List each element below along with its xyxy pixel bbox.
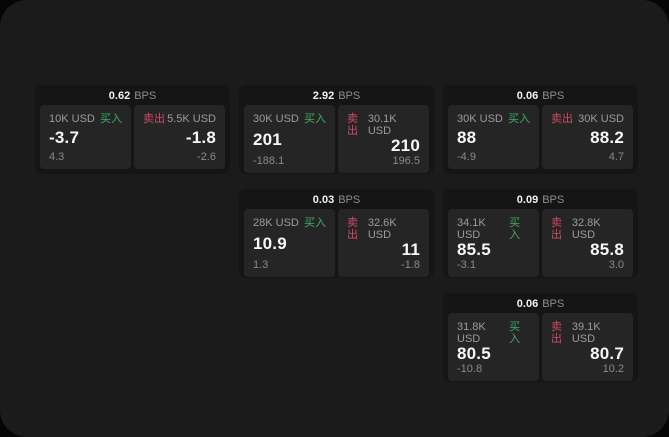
buy-panel[interactable]: 28K USD 买入 10.9 1.3 [244, 209, 335, 277]
buy-delta: 4.3 [49, 151, 65, 163]
buy-amount: 10K USD [49, 113, 95, 125]
quote-card: 0.09 BPS 34.1K USD 买入 85.5 -3.1 卖出 32.8K… [443, 189, 638, 278]
buy-label: 买入 [509, 321, 521, 345]
buy-panel[interactable]: 10K USD 买入 -3.7 4.3 [40, 105, 131, 169]
buy-delta: 1.3 [253, 259, 269, 271]
buy-amount: 28K USD [253, 217, 299, 229]
buy-panel[interactable]: 30K USD 买入 88 -4.9 [448, 105, 539, 169]
sell-amount: 30.1K USD [367, 113, 397, 137]
sell-panel[interactable]: 卖出 30K USD 88.2 4.7 [542, 105, 633, 169]
buy-amount: 31.8K USD [457, 321, 486, 345]
spread-value: 0.62 [108, 90, 131, 102]
bps-unit-label: BPS [338, 90, 361, 102]
buy-label: 买入 [100, 113, 122, 125]
buy-label: 买入 [304, 113, 326, 125]
spread-value: 2.92 [312, 90, 335, 102]
spread-header: 0.06 BPS [448, 85, 633, 105]
spread-header: 2.92 BPS [244, 85, 429, 105]
buy-label: 买入 [508, 113, 530, 125]
buy-panel[interactable]: 30K USD 买入 201 -188.1 [244, 105, 335, 173]
buy-sell-panels: 30K USD 买入 88 -4.9 卖出 30K USD 88.2 4.7 [448, 105, 633, 169]
sell-label: 卖出 [143, 113, 165, 125]
buy-label: 买入 [304, 217, 326, 229]
bps-unit-label: BPS [134, 90, 157, 102]
bps-unit-label: BPS [338, 194, 361, 206]
spread-header: 0.06 BPS [448, 293, 633, 313]
buy-sell-panels: 34.1K USD 买入 85.5 -3.1 卖出 32.8K USD 85.8… [448, 209, 633, 277]
buy-label: 买入 [509, 217, 521, 241]
buy-amount: 30K USD [457, 113, 503, 125]
sell-amount: 39.1K USD [571, 321, 601, 345]
sell-panel[interactable]: 卖出 5.5K USD -1.8 -2.6 [134, 105, 225, 169]
sell-price: 80.7 [590, 344, 624, 363]
spread-header: 0.62 BPS [40, 85, 225, 105]
sell-amount: 32.6K USD [367, 217, 397, 241]
sell-panel[interactable]: 卖出 32.6K USD 11 -1.8 [338, 209, 429, 277]
buy-price: 201 [253, 130, 282, 149]
buy-price: 88 [457, 128, 477, 147]
sell-panel[interactable]: 卖出 32.8K USD 85.8 3.0 [542, 209, 633, 277]
buy-panel[interactable]: 31.8K USD 买入 80.5 -10.8 [448, 313, 539, 381]
sell-delta: 4.7 [608, 151, 624, 163]
buy-amount: 30K USD [253, 113, 299, 125]
buy-amount: 34.1K USD [457, 217, 486, 241]
sell-price: 88.2 [590, 128, 624, 147]
buy-price: 85.5 [457, 240, 491, 259]
quote-card: 0.06 BPS 30K USD 买入 88 -4.9 卖出 30K USD [443, 85, 638, 174]
buy-sell-panels: 10K USD 买入 -3.7 4.3 卖出 5.5K USD -1.8 -2.… [40, 105, 225, 169]
bps-unit-label: BPS [542, 298, 565, 310]
sell-delta: -1.8 [401, 259, 420, 271]
bps-unit-label: BPS [542, 90, 565, 102]
sell-amount: 5.5K USD [167, 113, 216, 125]
sell-label: 卖出 [551, 217, 562, 241]
spread-header: 0.09 BPS [448, 189, 633, 209]
sell-delta: 196.5 [392, 155, 420, 167]
quote-card: 0.62 BPS 10K USD 买入 -3.7 4.3 卖出 5.5K USD [35, 85, 230, 174]
quote-card: 0.03 BPS 28K USD 买入 10.9 1.3 卖出 32.6K US… [239, 189, 434, 278]
spread-value: 0.06 [516, 90, 539, 102]
sell-amount: 32.8K USD [571, 217, 601, 241]
quote-card: 0.06 BPS 31.8K USD 买入 80.5 -10.8 卖出 39.1… [443, 293, 638, 382]
buy-price: 80.5 [457, 344, 491, 363]
spread-value: 0.03 [312, 194, 335, 206]
spread-value: 0.06 [516, 298, 539, 310]
buy-sell-panels: 30K USD 买入 201 -188.1 卖出 30.1K USD 210 1… [244, 105, 429, 173]
buy-sell-panels: 28K USD 买入 10.9 1.3 卖出 32.6K USD 11 -1.8 [244, 209, 429, 277]
buy-panel[interactable]: 34.1K USD 买入 85.5 -3.1 [448, 209, 539, 277]
sell-label: 卖出 [551, 321, 562, 345]
buy-sell-panels: 31.8K USD 买入 80.5 -10.8 卖出 39.1K USD 80.… [448, 313, 633, 381]
buy-delta: -188.1 [253, 155, 285, 167]
sell-panel[interactable]: 卖出 30.1K USD 210 196.5 [338, 105, 429, 173]
sell-price: 11 [401, 240, 420, 259]
sell-price: 210 [391, 136, 420, 155]
spread-header: 0.03 BPS [244, 189, 429, 209]
bps-unit-label: BPS [542, 194, 565, 206]
quote-card-grid: 0.62 BPS 10K USD 买入 -3.7 4.3 卖出 5.5K USD [35, 85, 638, 382]
sell-label: 卖出 [347, 113, 358, 137]
sell-label: 卖出 [551, 113, 573, 125]
sell-delta: -2.6 [197, 151, 216, 163]
buy-price: -3.7 [49, 128, 80, 147]
sell-label: 卖出 [347, 217, 358, 241]
sell-delta: 3.0 [608, 259, 624, 271]
sell-panel[interactable]: 卖出 39.1K USD 80.7 10.2 [542, 313, 633, 381]
sell-price: -1.8 [185, 128, 216, 147]
sell-delta: 10.2 [602, 363, 624, 375]
buy-delta: -10.8 [457, 363, 483, 375]
buy-delta: -4.9 [457, 151, 476, 163]
spread-value: 0.09 [516, 194, 539, 206]
sell-amount: 30K USD [578, 113, 624, 125]
buy-price: 10.9 [253, 234, 287, 253]
quote-card: 2.92 BPS 30K USD 买入 201 -188.1 卖出 30.1K … [239, 85, 434, 174]
buy-delta: -3.1 [457, 259, 476, 271]
sell-price: 85.8 [590, 240, 624, 259]
